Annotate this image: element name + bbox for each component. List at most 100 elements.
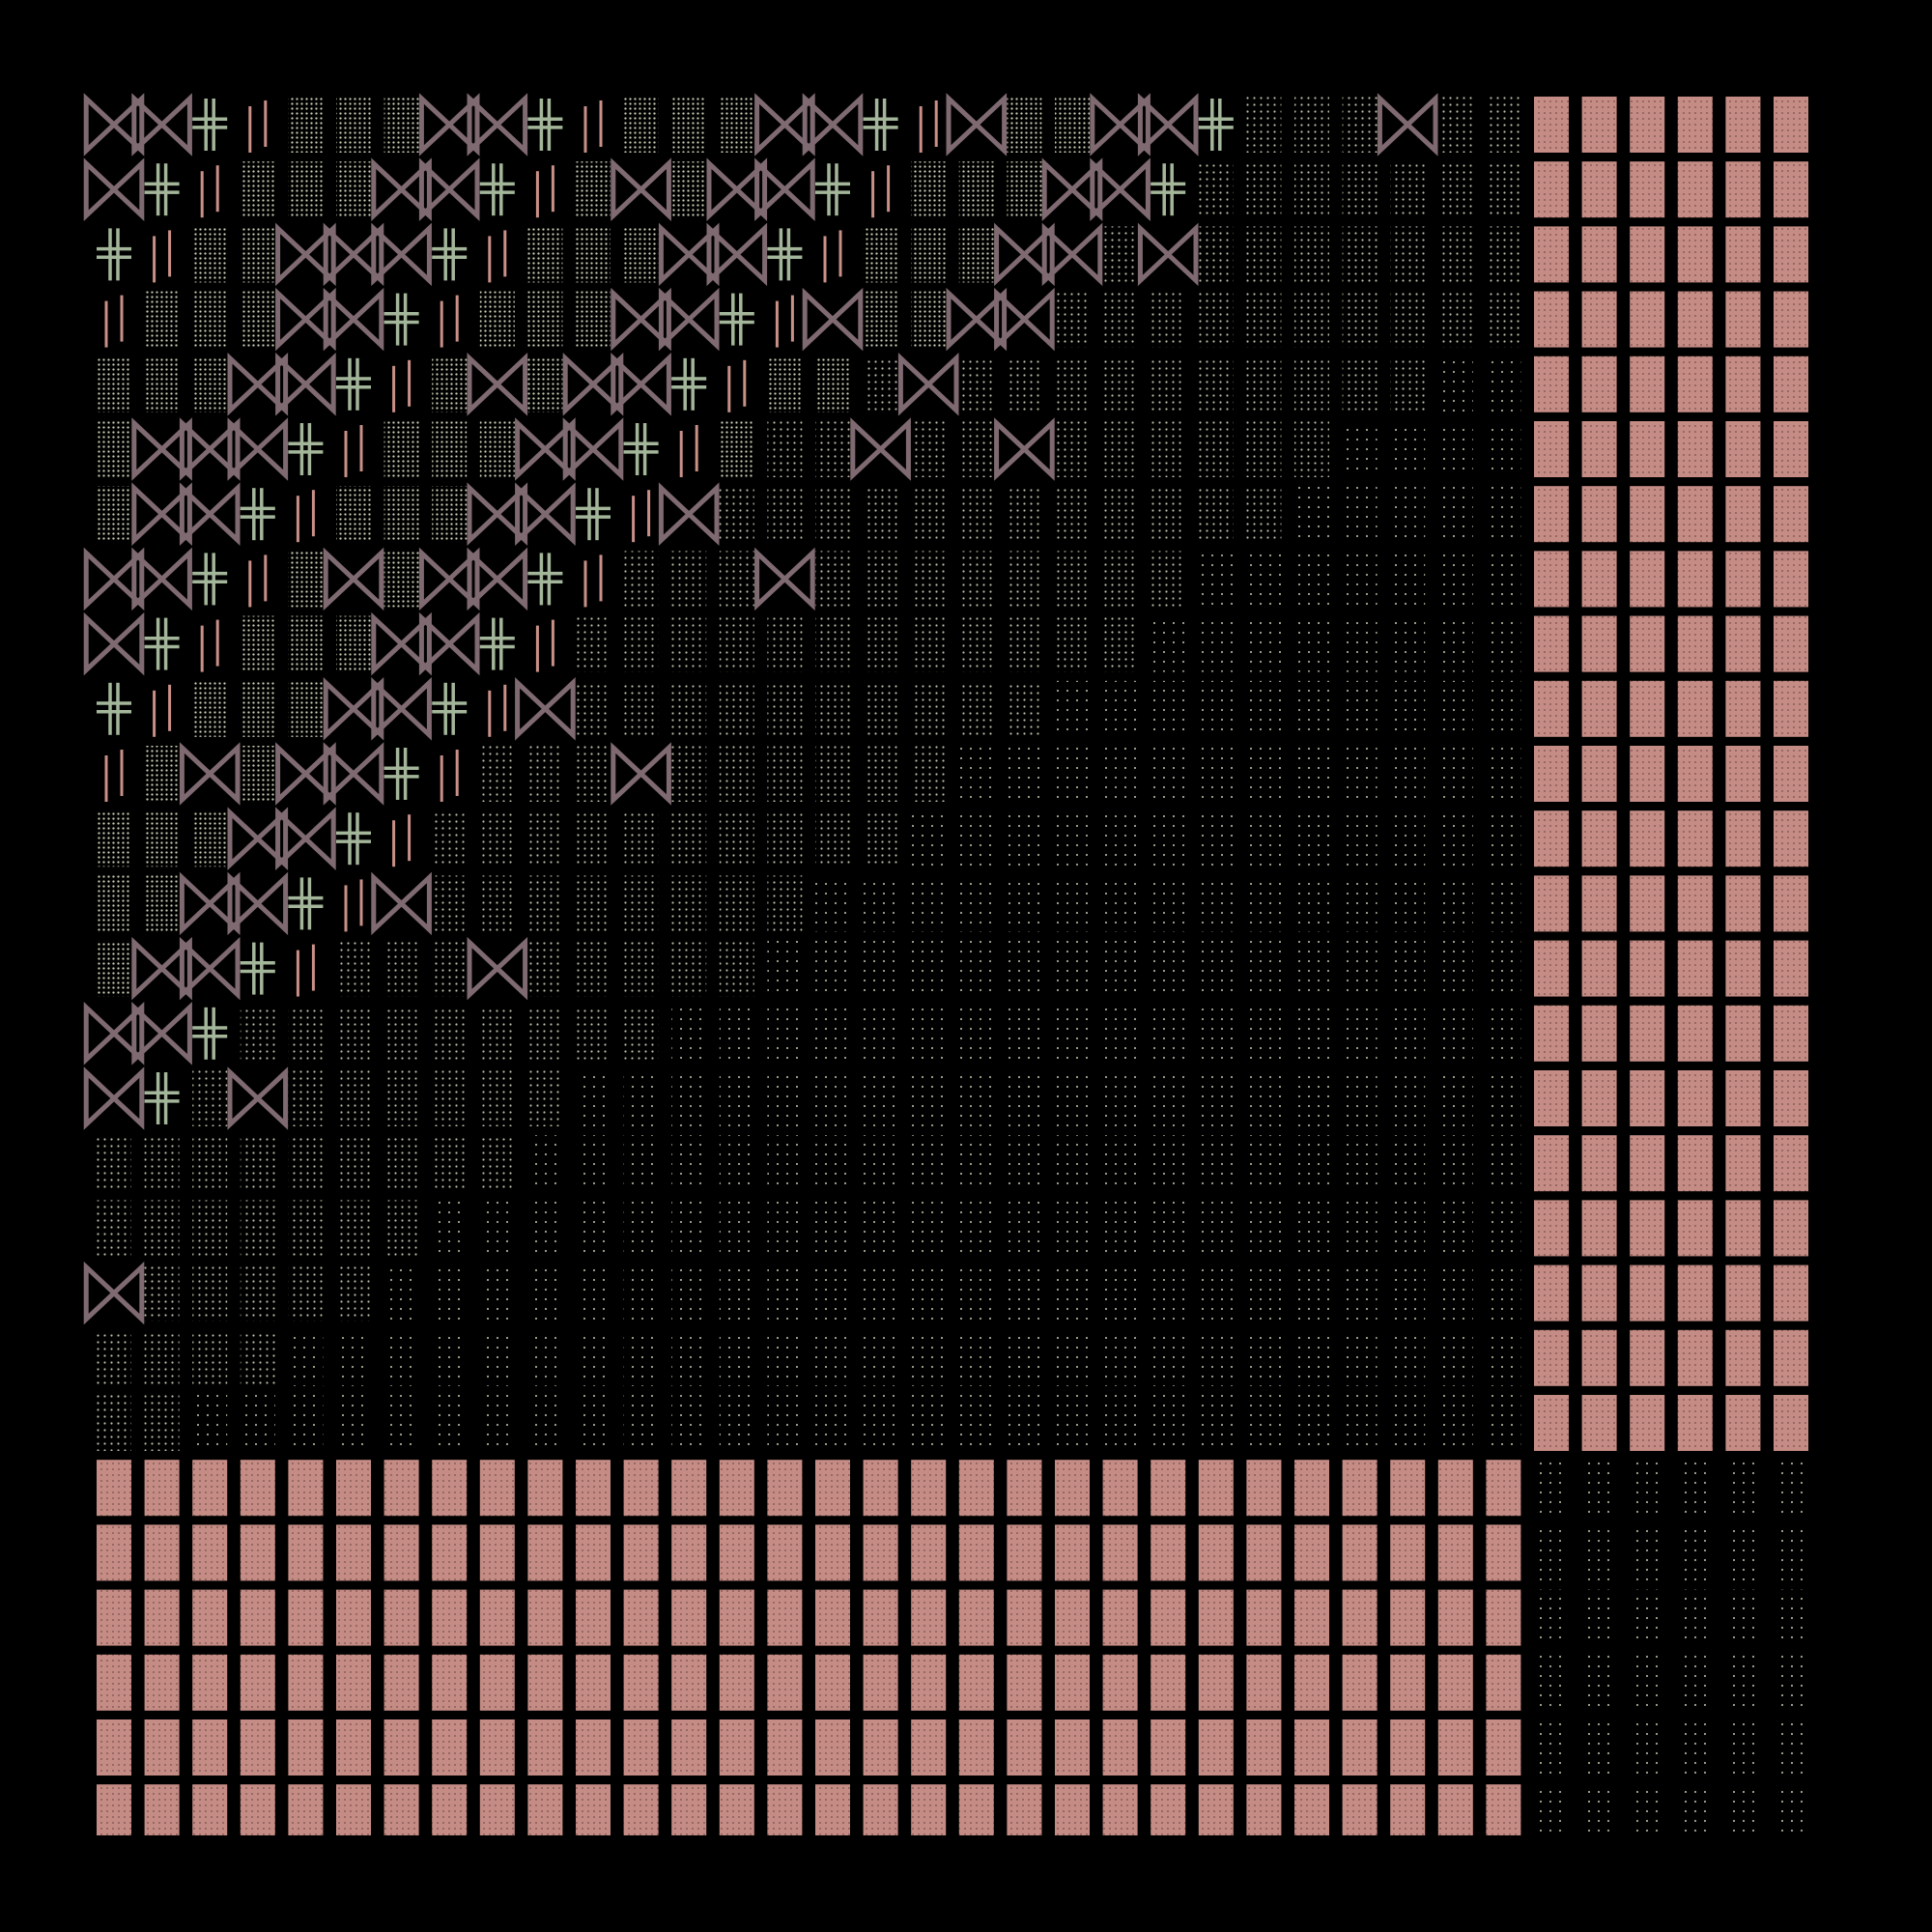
dot-texture-cell — [1102, 615, 1138, 672]
solid-dotted-block — [384, 1719, 419, 1776]
dot-texture-cell — [911, 746, 947, 802]
dot-texture-cell — [911, 680, 947, 737]
solid-dotted-block — [97, 1654, 131, 1711]
solid-dotted-block — [1390, 1460, 1426, 1517]
solid-dotted-block — [1534, 810, 1569, 867]
dot-texture-cell — [1151, 551, 1186, 608]
dot-texture-cell — [1581, 1524, 1617, 1581]
solid-dotted-block — [767, 1460, 803, 1517]
dot-texture-cell — [1342, 486, 1378, 543]
vertical-bar-icon — [392, 359, 412, 412]
dot-texture-cell — [1486, 810, 1521, 867]
dot-texture-cell — [767, 1200, 803, 1257]
dot-texture-cell — [1151, 1264, 1186, 1321]
dot-texture-cell — [1007, 746, 1042, 802]
dot-texture-cell — [1390, 940, 1426, 997]
dot-texture-cell — [1630, 1460, 1665, 1517]
bowtie-icon — [994, 222, 1055, 287]
solid-dotted-block — [1725, 1395, 1761, 1451]
dot-texture-cell — [1390, 1395, 1426, 1451]
solid-dotted-block — [623, 1460, 659, 1517]
solid-dotted-block — [1725, 875, 1761, 932]
bowtie-icon — [897, 353, 959, 416]
dot-texture-cell — [240, 161, 275, 218]
solid-dotted-block — [1725, 551, 1761, 608]
dot-texture-cell — [1102, 1329, 1138, 1386]
dot-texture-cell — [576, 226, 611, 283]
dot-texture-cell — [1725, 1589, 1761, 1646]
dot-texture-cell — [719, 486, 754, 543]
bowtie-icon — [131, 936, 192, 1001]
dot-texture-cell — [527, 875, 563, 932]
solid-dotted-block — [1534, 1005, 1569, 1062]
dot-texture-cell — [1151, 615, 1186, 672]
dot-texture-cell — [479, 1329, 515, 1386]
dot-texture-cell — [1390, 1005, 1426, 1062]
dot-texture-cell — [1198, 1135, 1234, 1192]
solid-dotted-block — [1342, 1719, 1378, 1776]
vertical-bar-icon — [440, 295, 459, 348]
solid-dotted-block — [1630, 161, 1665, 218]
solid-dotted-block — [1198, 1654, 1234, 1711]
double-cross-icon — [192, 99, 228, 151]
solid-dotted-block — [1774, 1395, 1808, 1451]
solid-dotted-block — [1677, 1264, 1713, 1321]
dot-texture-cell — [1294, 746, 1329, 802]
double-cross-icon — [527, 553, 563, 606]
solid-dotted-block — [1294, 1654, 1329, 1711]
dot-texture-cell — [767, 680, 803, 737]
solid-dotted-block — [1677, 1395, 1713, 1451]
bowtie-icon — [418, 157, 480, 221]
solid-dotted-block — [958, 1654, 994, 1711]
solid-dotted-block — [767, 1524, 803, 1581]
dot-texture-cell — [767, 486, 803, 543]
bowtie-icon — [994, 287, 1055, 352]
solid-dotted-block — [1630, 940, 1665, 997]
bowtie-icon — [467, 547, 528, 611]
dot-texture-cell — [240, 746, 275, 802]
solid-dotted-block — [384, 1524, 419, 1581]
solid-dotted-block — [1581, 875, 1617, 932]
dot-texture-cell — [1390, 1070, 1426, 1126]
solid-dotted-block — [1630, 97, 1665, 153]
dot-texture-cell — [1102, 1264, 1138, 1321]
solid-dotted-block — [863, 1654, 898, 1711]
solid-dotted-block — [144, 1460, 180, 1517]
dot-texture-cell — [1007, 1135, 1042, 1192]
dot-texture-cell — [1342, 1135, 1378, 1192]
dot-texture-cell — [144, 1135, 180, 1192]
dot-texture-cell — [1390, 746, 1426, 802]
dot-texture-cell — [1007, 810, 1042, 867]
solid-dotted-block — [1677, 1005, 1713, 1062]
solid-dotted-block — [1581, 421, 1617, 477]
dot-texture-cell — [1198, 1200, 1234, 1257]
dot-texture-cell — [240, 680, 275, 737]
double-cross-icon — [144, 617, 180, 670]
dot-texture-cell — [719, 1200, 754, 1257]
dot-texture-cell — [623, 615, 659, 672]
dot-texture-cell — [1198, 226, 1234, 283]
dot-texture-cell — [1342, 355, 1378, 412]
solid-dotted-block — [1390, 1589, 1426, 1646]
dot-texture-cell — [1007, 161, 1042, 218]
double-cross-icon — [192, 553, 228, 606]
solid-dotted-block — [527, 1524, 563, 1581]
double-cross-icon — [479, 617, 515, 670]
dot-texture-cell — [527, 1264, 563, 1321]
dot-texture-cell — [1246, 1395, 1282, 1451]
solid-dotted-block — [1774, 486, 1808, 543]
solid-dotted-block — [958, 1784, 994, 1835]
double-cross-icon — [815, 163, 850, 216]
dot-texture-cell — [144, 1329, 180, 1386]
dot-texture-cell — [1055, 355, 1090, 412]
dot-texture-cell — [1294, 161, 1329, 218]
dot-texture-cell — [1055, 810, 1090, 867]
dot-texture-cell — [479, 1070, 515, 1126]
solid-dotted-block — [1007, 1589, 1042, 1646]
vertical-bar-icon — [200, 619, 219, 672]
dot-texture-cell — [432, 1200, 468, 1257]
solid-dotted-block — [288, 1784, 324, 1835]
solid-dotted-block — [1630, 226, 1665, 283]
solid-dotted-block — [863, 1524, 898, 1581]
dot-texture-cell — [576, 1005, 611, 1062]
